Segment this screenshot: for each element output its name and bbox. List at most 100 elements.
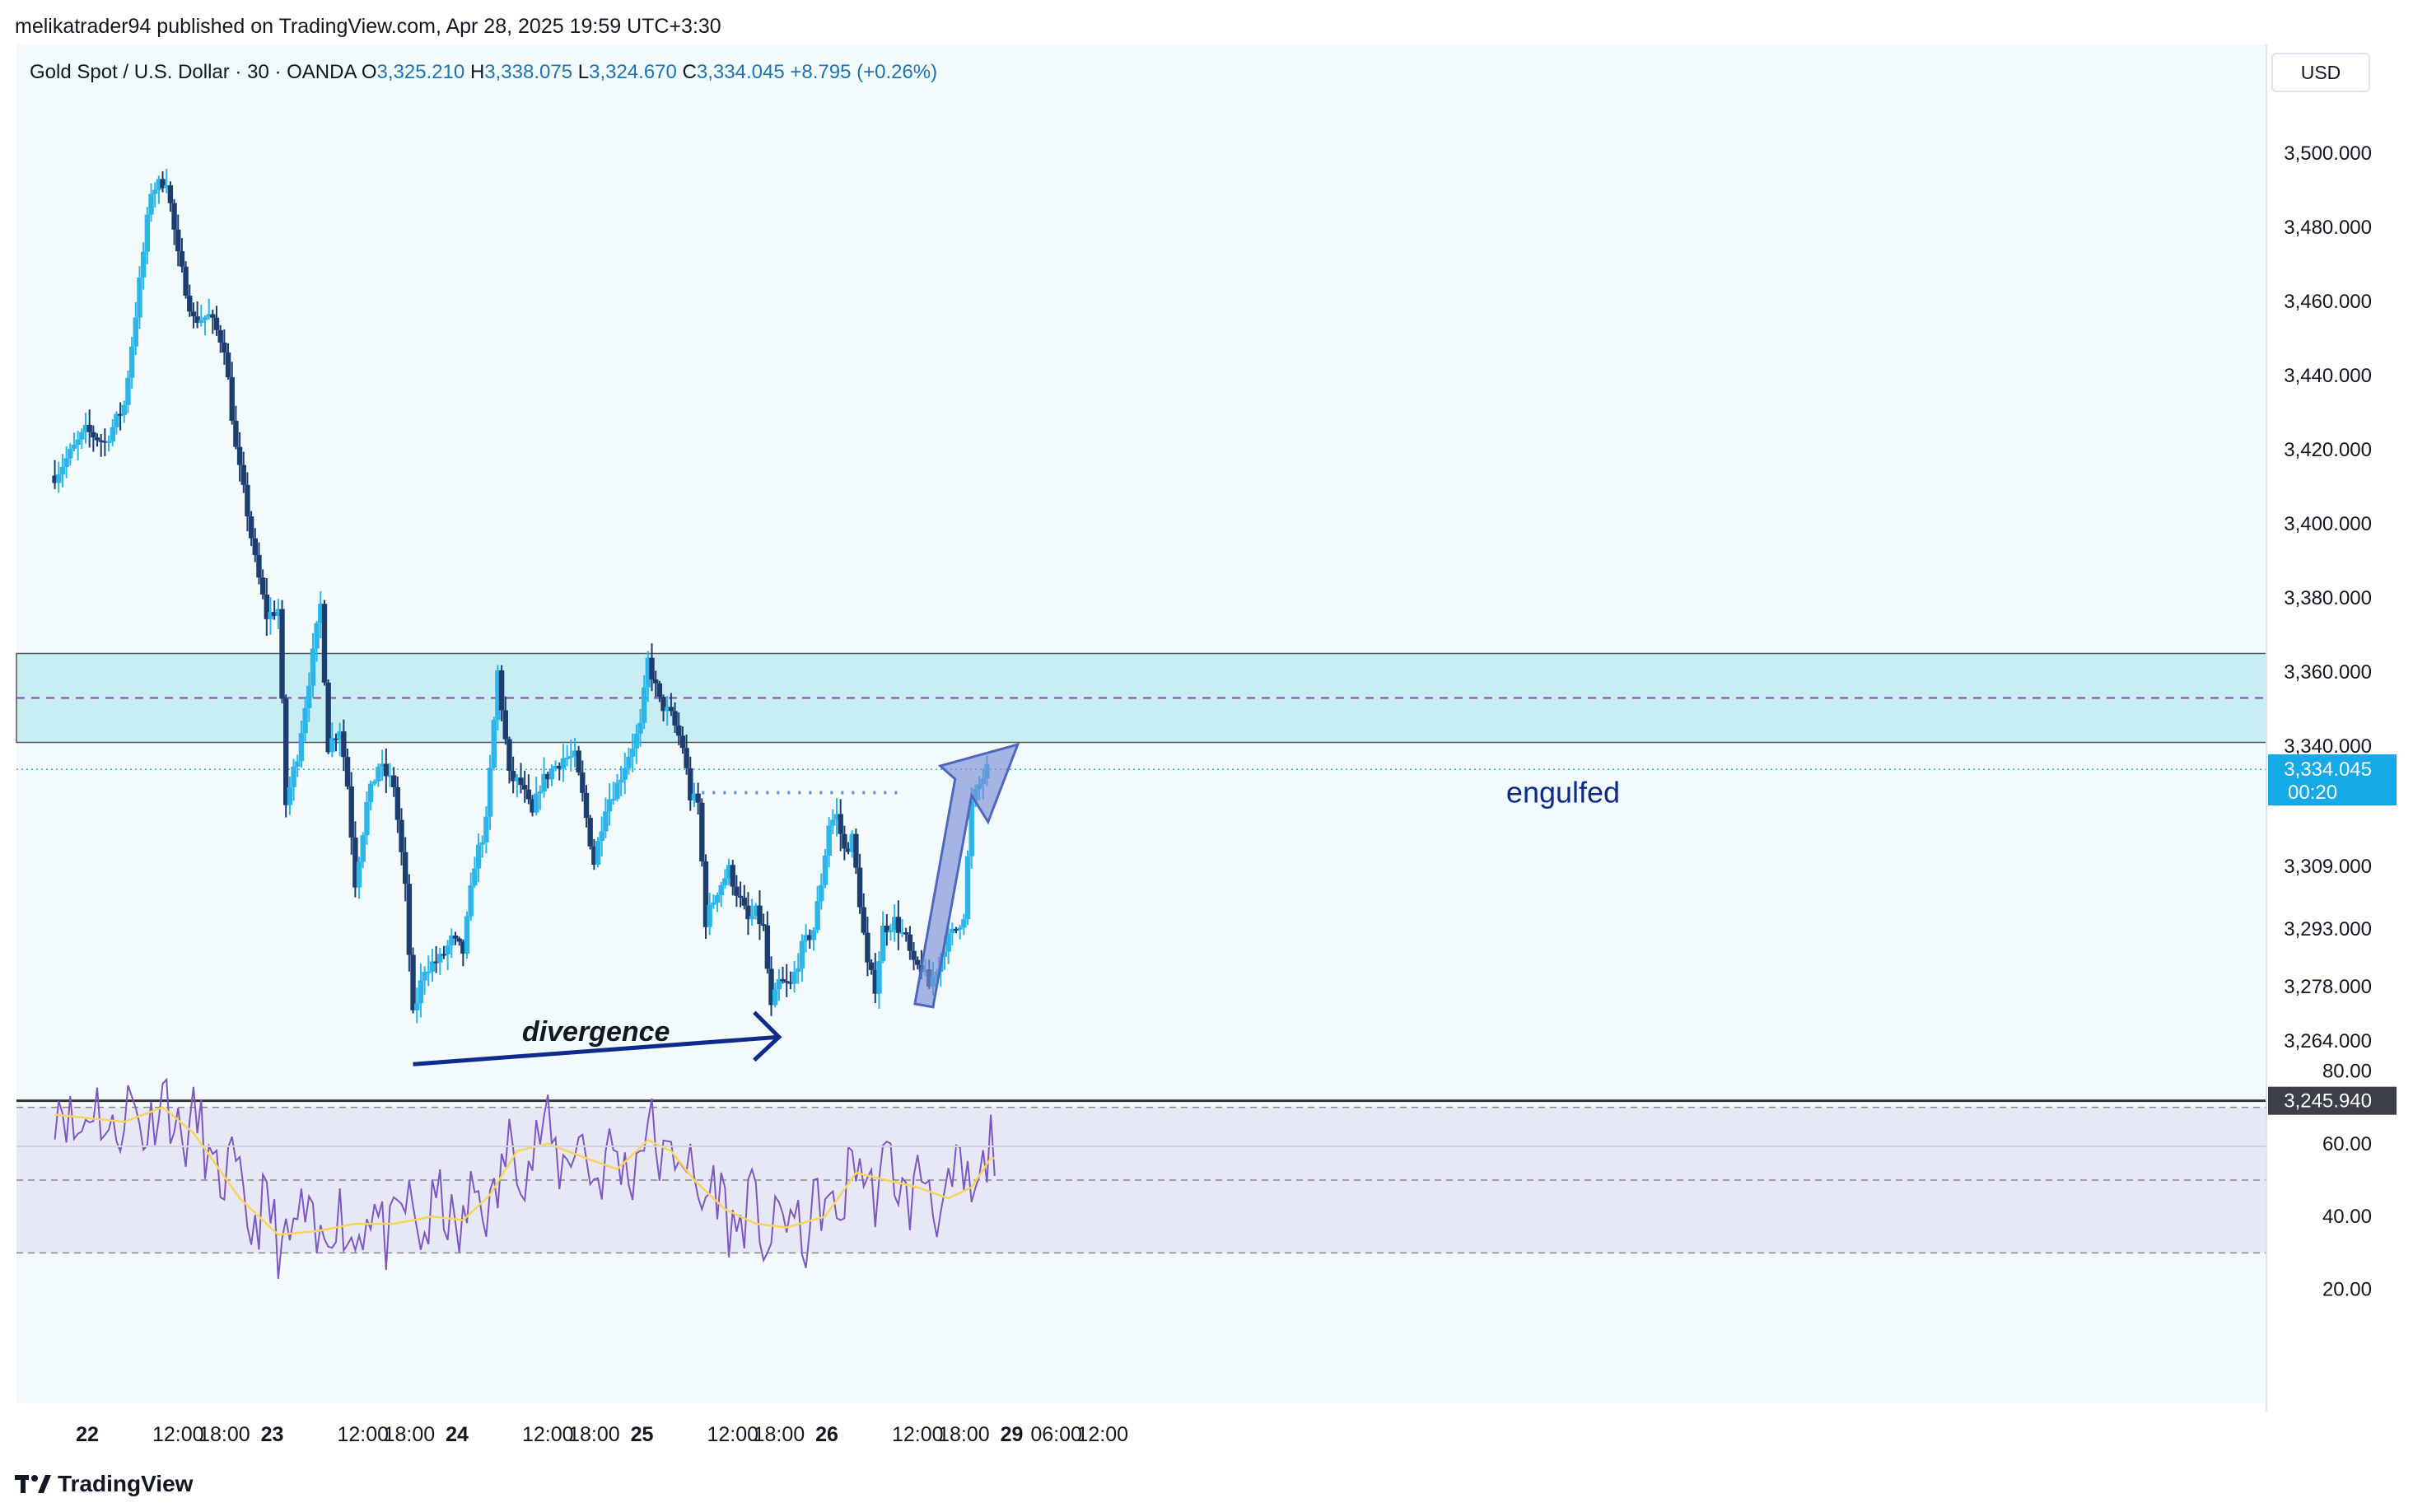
last-price-tag: [2268, 754, 2397, 806]
price-tick-label: 3,460.000: [2284, 291, 2372, 313]
candle-body: [510, 771, 516, 782]
candle-body: [856, 867, 863, 908]
candle-body: [148, 194, 154, 215]
candle-body: [240, 464, 246, 485]
candle-body: [206, 314, 212, 318]
candle-body: [75, 439, 81, 446]
time-tick-label: 26: [815, 1423, 838, 1446]
candle-body: [961, 919, 967, 928]
candle-body: [213, 317, 220, 330]
candle-body: [891, 917, 898, 931]
candle-body: [364, 801, 370, 836]
chart-canvas[interactable]: divergence engulfed 3,500.000 3,480.000 3,46…: [15, 44, 2398, 1454]
candle-body: [845, 848, 852, 852]
candle-body: [734, 886, 740, 896]
time-tick-label: 18:00: [198, 1423, 250, 1446]
candle-body: [688, 768, 693, 800]
candle-body: [387, 775, 393, 777]
candle-body: [302, 707, 308, 734]
candle-body: [941, 951, 948, 957]
price-tick-label: 3,440.000: [2284, 365, 2372, 387]
candle-body: [548, 768, 555, 780]
candle-body: [460, 941, 466, 954]
candle-body: [514, 777, 520, 782]
candle-body: [495, 670, 501, 721]
open-label: O: [361, 61, 377, 83]
candle-body: [760, 924, 767, 926]
candle-body: [622, 768, 628, 780]
candle-body: [175, 229, 181, 252]
candle-body: [318, 604, 324, 623]
candle-body: [803, 935, 809, 941]
candle-body: [445, 945, 450, 954]
low-value: 3,324.670: [589, 61, 677, 83]
candle-body: [429, 961, 436, 972]
rsi-tick-label: 40.00: [2322, 1206, 2372, 1228]
candle-body: [402, 852, 408, 884]
time-tick-label: 12:00: [337, 1423, 389, 1446]
candle-body: [337, 731, 343, 740]
candle-body: [895, 917, 902, 933]
symbol-title[interactable]: Gold Spot / U.S. Dollar · 30 · OANDA: [30, 61, 357, 83]
candle-body: [707, 904, 712, 927]
price-tick-label: 3,360.000: [2284, 661, 2372, 684]
candle-body: [626, 756, 632, 768]
candle-body: [63, 458, 69, 468]
candle-body: [618, 779, 624, 783]
candle-body: [541, 773, 547, 792]
candle-body: [344, 757, 351, 787]
tradingview-brand[interactable]: 17 TradingView: [15, 1471, 193, 1497]
candle-body: [753, 905, 758, 917]
engulfed-label-bg: [1489, 774, 1637, 811]
candle-body: [167, 185, 174, 203]
price-tick-label: 3,380.000: [2284, 587, 2372, 609]
candle-body: [356, 861, 362, 888]
time-tick-label: 22: [76, 1423, 99, 1446]
candle-body: [252, 538, 258, 556]
candle-body: [907, 934, 913, 951]
candle-body: [144, 214, 151, 252]
candle-body: [822, 855, 828, 885]
candle-body: [968, 800, 974, 856]
candle-body: [587, 818, 593, 847]
candle-body: [819, 884, 824, 902]
rsi-tick-label: 20.00: [2322, 1279, 2372, 1301]
price-tick-label: 3,500.000: [2284, 142, 2372, 165]
price-tick-label: 3,480.000: [2284, 217, 2372, 239]
candle-body: [283, 698, 289, 805]
candle-body: [310, 648, 316, 686]
candle-body: [957, 927, 963, 930]
candle-body: [572, 750, 578, 756]
candle-body: [633, 733, 640, 749]
candle-body: [279, 609, 285, 699]
candle-body: [164, 185, 170, 189]
candle-body: [452, 935, 459, 939]
candle-body: [796, 968, 801, 973]
candle-body: [379, 763, 385, 768]
candle-body: [853, 833, 859, 868]
candle-body: [491, 720, 497, 768]
candle-body: [764, 925, 771, 969]
candle-body: [964, 856, 971, 920]
candle-body: [125, 377, 131, 405]
candle-body: [741, 897, 747, 906]
candle-body: [521, 785, 528, 790]
candle-body: [576, 750, 581, 772]
candle-body: [884, 926, 890, 933]
up-arrow-shape: [913, 742, 1020, 1009]
price-tick-label: 3,400.000: [2284, 513, 2372, 535]
candle-body: [656, 683, 663, 698]
candle-body: [610, 799, 616, 801]
candle-body: [187, 296, 193, 312]
time-tick-label: 29: [1001, 1423, 1024, 1446]
candle-body: [79, 432, 85, 440]
candle-body: [179, 251, 185, 267]
price-tick-label: 3,309.000: [2284, 856, 2372, 878]
candle-body: [699, 802, 705, 861]
candle-body: [776, 978, 782, 990]
candle-body: [86, 424, 92, 432]
candle-body: [868, 962, 875, 970]
currency-button[interactable]: USD: [2271, 53, 2370, 92]
candle-body: [525, 789, 532, 800]
candle-body: [814, 901, 820, 931]
